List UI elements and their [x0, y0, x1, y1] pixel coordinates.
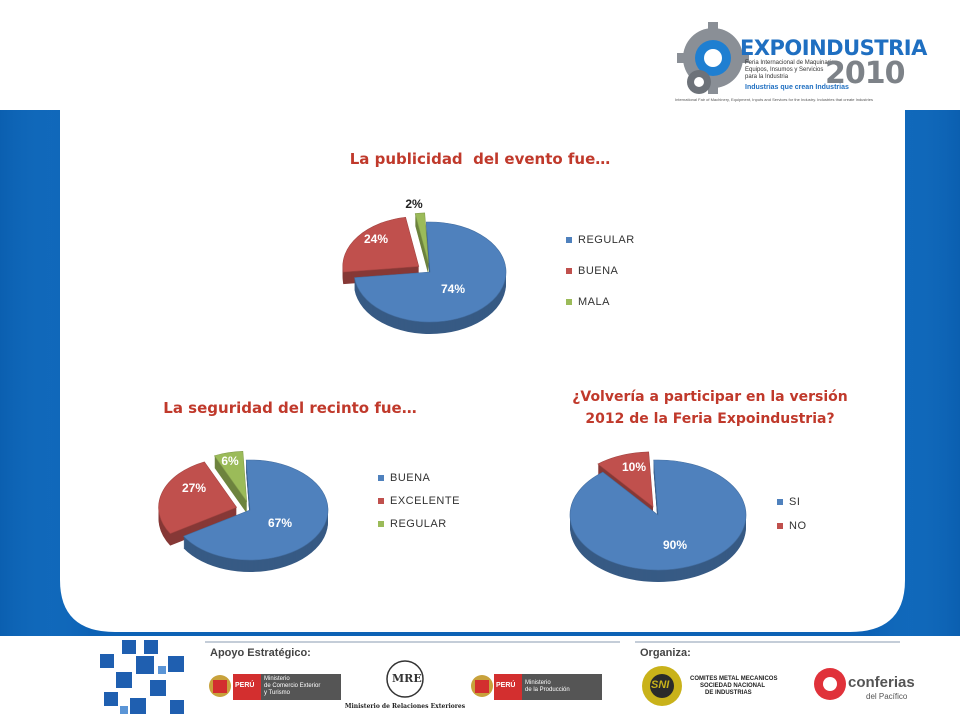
data-label-excelente: 27%: [181, 481, 207, 495]
squares-pattern-icon: [100, 640, 184, 714]
legend-swatch: [378, 474, 384, 481]
legend-item: EXCELENTE: [378, 493, 460, 508]
pie-slice-regular: [213, 451, 248, 503]
conferias-sub: del Pacífico: [866, 692, 908, 701]
logo-subtitle-3: para la Industria: [745, 74, 789, 80]
data-label-mala: 2%: [405, 197, 423, 211]
produce-line2: de la Producción: [525, 687, 570, 693]
legend-label: EXCELENTE: [390, 494, 460, 507]
pie-slice-si: [569, 459, 747, 571]
legend-item: BUENA: [378, 470, 460, 485]
footer: Apoyo Estratégico: Organiza: PERÚ Minist…: [0, 636, 960, 720]
logo-title: EXPOINDUSTRIA: [740, 36, 927, 60]
legend-label: MALA: [578, 295, 610, 308]
chart3-title-line2: 2012 de la Feria Expoindustria?: [585, 411, 835, 427]
legend-chart1: REGULAR BUENA MALA: [566, 232, 635, 325]
legend-item: REGULAR: [378, 516, 460, 531]
legend-item: BUENA: [566, 263, 635, 278]
legend-swatch: [566, 267, 572, 274]
mincetur-line3: y Turismo: [264, 690, 291, 696]
chart2-title: La seguridad del recinto fue…: [163, 399, 417, 417]
chart1-title: La publicidad del evento fue…: [349, 150, 611, 168]
apoyo-label: Apoyo Estratégico:: [210, 647, 311, 659]
legend-label: BUENA: [578, 264, 619, 277]
logo-subtitle-1: Feria Internacional de Maquinaria,: [745, 60, 837, 66]
legend-swatch: [566, 298, 572, 305]
mincetur-line2: de Comercio Exterior: [264, 683, 321, 689]
pie-slice-buena: [342, 216, 420, 273]
footer-graphics: [100, 640, 900, 714]
legend-label: REGULAR: [390, 517, 447, 530]
legend-label: SI: [789, 495, 801, 508]
legend-swatch: [777, 522, 783, 529]
logo-english: International Fair of Machinery, Equipme…: [675, 97, 873, 102]
legend-swatch: [777, 498, 783, 505]
peru-coat-of-arms-icon: [471, 675, 493, 697]
peru-badge-2: PERÚ: [496, 682, 516, 689]
pie-chart-seguridad: [158, 451, 329, 572]
sni-monogram: SNI: [651, 679, 670, 691]
legend-label: REGULAR: [578, 233, 635, 246]
data-label-regular: 6%: [221, 454, 239, 468]
rree-monogram: MRE: [392, 672, 422, 685]
pie-slice-excelente: [158, 461, 238, 534]
data-label-buena: 67%: [267, 516, 293, 530]
legend-item: NO: [777, 518, 807, 533]
mincetur-line1: Ministerio: [264, 676, 290, 682]
legend-item: REGULAR: [566, 232, 635, 247]
sni-line2: SOCIEDAD NACIONAL: [700, 683, 766, 689]
legend-swatch: [566, 236, 572, 243]
organiza-label: Organiza:: [640, 647, 691, 659]
pie-slice-buena: [183, 459, 329, 561]
produce-line1: Ministerio: [525, 680, 551, 686]
sni-line1: COMITES METAL MECANICOS: [690, 676, 778, 682]
peru-badge-1: PERÚ: [235, 682, 255, 689]
pie-slice-no: [597, 451, 654, 508]
logo-year: 2010: [825, 56, 905, 91]
legend-chart2: BUENA EXCELENTE REGULAR: [378, 470, 460, 539]
chart3-title-line1: ¿Volvería a participar en la versión: [572, 389, 848, 405]
data-label-si: 90%: [662, 538, 688, 552]
legend-label: NO: [789, 519, 807, 532]
legend-label: BUENA: [390, 471, 431, 484]
logo-subtitle-2: Equipos, Insumos y Servicios: [745, 67, 824, 73]
sni-line3: DE INDUSTRIAS: [705, 690, 752, 696]
pie-chart-volveria: [569, 451, 747, 582]
legend-swatch: [378, 497, 384, 504]
data-label-buena: 24%: [363, 232, 389, 246]
conferias-text: conferias: [848, 674, 915, 691]
legend-item: MALA: [566, 294, 635, 309]
peru-coat-of-arms-icon: [209, 675, 231, 697]
logo-tagline: Industrias que crean Industrias: [745, 84, 849, 91]
pie-chart-publicidad: [342, 212, 507, 334]
gear-logo-icon: [677, 22, 749, 94]
data-label-regular: 74%: [440, 282, 466, 296]
legend-chart3: SI NO: [777, 494, 807, 542]
legend-item: SI: [777, 494, 807, 509]
data-label-no: 10%: [621, 460, 647, 474]
expoindustria-logo: EXPOINDUSTRIA Feria Internacional de Maq…: [675, 20, 927, 110]
pie-slice-mala: [414, 212, 429, 263]
rree-text: Ministerio de Relaciones Exteriores: [344, 703, 466, 710]
pie-slice-regular: [354, 221, 507, 323]
legend-swatch: [378, 520, 384, 527]
